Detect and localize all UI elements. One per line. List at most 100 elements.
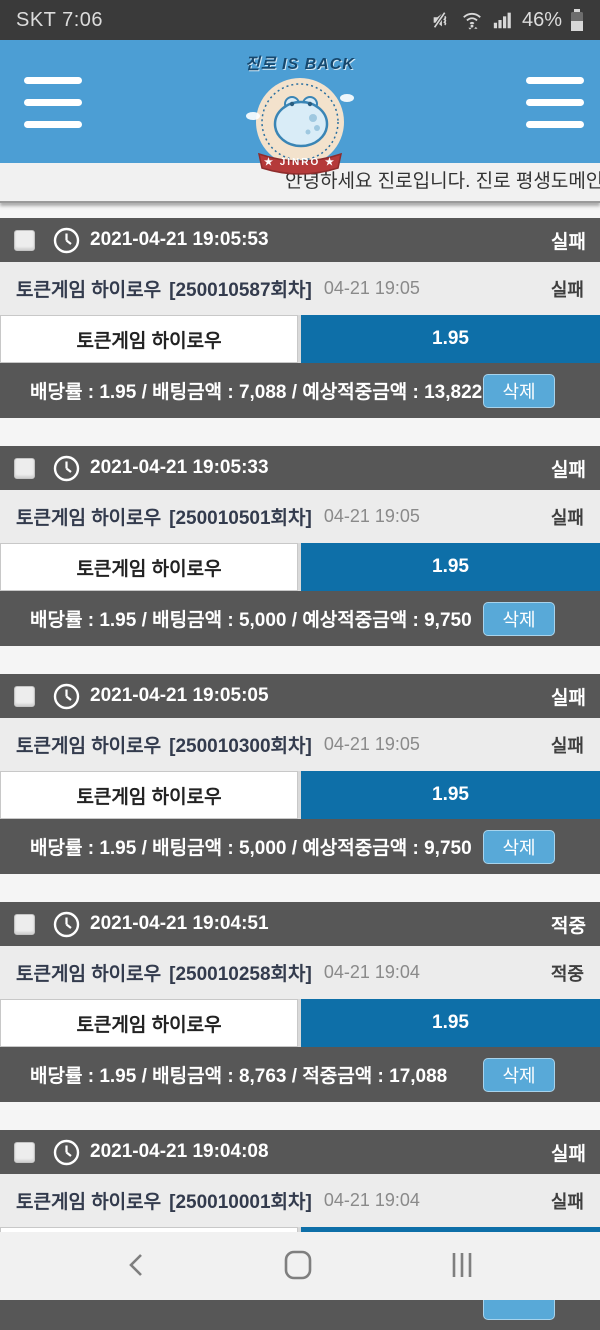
bet-card: 2021-04-21 19:05:05 실패 토큰게임 하이로우 [250010…	[0, 674, 600, 874]
android-nav-bar	[0, 1232, 600, 1300]
bet-card-footer: 배당률 : 1.95 / 배팅금액 : 7,088 / 예상적중금액 : 13,…	[0, 363, 600, 418]
bet-card-header: 2021-04-21 19:05:33 실패	[0, 446, 600, 490]
game-result: 적중	[550, 963, 584, 984]
menu-button-left[interactable]	[24, 77, 82, 128]
signal-icon	[493, 12, 511, 29]
game-name: 토큰게임 하이로우	[16, 508, 162, 529]
clock-icon	[53, 911, 80, 937]
frog-emblem-icon: ★ JINRO ★	[246, 78, 354, 175]
game-row: 토큰게임 하이로우 [250010300회차] 04-21 19:05 실패	[0, 718, 600, 771]
bet-card: 2021-04-21 19:04:51 적중 토큰게임 하이로우 [250010…	[0, 902, 600, 1102]
game-name: 토큰게임 하이로우	[16, 964, 162, 985]
game-round: [250010300회차]	[169, 736, 312, 757]
bet-card: 2021-04-21 19:05:53 실패 토큰게임 하이로우 [250010…	[0, 218, 600, 418]
recents-button[interactable]	[445, 1247, 479, 1286]
pick-name: 토큰게임 하이로우	[0, 315, 298, 363]
bet-card-header: 2021-04-21 19:04:08 실패	[0, 1130, 600, 1174]
clock-icon	[53, 1139, 80, 1165]
game-time: 04-21 19:05	[323, 734, 420, 754]
bet-card-header: 2021-04-21 19:05:53 실패	[0, 218, 600, 262]
bet-summary: 배당률 : 1.95 / 배팅금액 : 8,763 / 적중금액 : 17,08…	[30, 1066, 448, 1087]
bet-card: 2021-04-21 19:05:33 실패 토큰게임 하이로우 [250010…	[0, 446, 600, 646]
game-time: 04-21 19:05	[323, 506, 420, 526]
bet-status-badge: 적중	[551, 915, 586, 937]
hamburger-icon	[24, 77, 82, 84]
bet-datetime: 2021-04-21 19:05:53	[90, 229, 269, 250]
menu-button-right[interactable]	[526, 77, 584, 128]
pick-name: 토큰게임 하이로우	[0, 999, 298, 1047]
game-round: [250010587회차]	[169, 280, 312, 301]
hamburger-icon	[526, 77, 584, 84]
back-icon	[129, 1253, 142, 1276]
game-time: 04-21 19:05	[323, 278, 420, 298]
pick-row: 토큰게임 하이로우 1.95	[0, 315, 600, 363]
status-icons: 46%	[430, 8, 584, 32]
game-name: 토큰게임 하이로우	[16, 280, 162, 301]
game-row: 토큰게임 하이로우 [250010258회차] 04-21 19:04 적중	[0, 946, 600, 999]
bet-datetime: 2021-04-21 19:04:51	[90, 913, 269, 934]
clock-icon	[53, 455, 80, 481]
bet-datetime: 2021-04-21 19:05:05	[90, 685, 269, 706]
home-button[interactable]	[279, 1245, 317, 1288]
select-checkbox[interactable]	[14, 229, 35, 251]
pick-name: 토큰게임 하이로우	[0, 543, 298, 591]
game-name: 토큰게임 하이로우	[16, 1192, 162, 1213]
battery-icon	[571, 9, 583, 31]
delete-button[interactable]: 삭제	[483, 829, 555, 864]
pick-odds: 1.95	[301, 315, 600, 363]
game-name: 토큰게임 하이로우	[16, 736, 162, 757]
pick-row: 토큰게임 하이로우 1.95	[0, 771, 600, 819]
brand-logo: 진로 IS BACK ★ JINRO ★	[225, 50, 375, 181]
pick-odds: 1.95	[301, 771, 600, 819]
delete-button[interactable]: 삭제	[483, 1057, 555, 1092]
game-row: 토큰게임 하이로우 [250010001회차] 04-21 19:04 실패	[0, 1174, 600, 1227]
bet-status-badge: 실패	[551, 459, 586, 481]
game-result: 실패	[550, 735, 584, 756]
game-time: 04-21 19:04	[323, 1190, 420, 1210]
ribbon-text: ★ JINRO ★	[264, 157, 336, 168]
bet-datetime: 2021-04-21 19:04:08	[90, 1141, 269, 1162]
bet-card-header: 2021-04-21 19:05:05 실패	[0, 674, 600, 718]
game-time: 04-21 19:04	[323, 962, 420, 982]
game-round: [250010258회차]	[169, 964, 312, 985]
pick-odds: 1.95	[301, 999, 600, 1047]
bet-card-header: 2021-04-21 19:04:51 적중	[0, 902, 600, 946]
bet-summary: 배당률 : 1.95 / 배팅금액 : 5,000 / 예상적중금액 : 9,7…	[30, 610, 472, 631]
recents-icon	[452, 1252, 472, 1277]
home-icon	[284, 1250, 312, 1279]
select-checkbox[interactable]	[14, 685, 35, 707]
notice-text: 안녕하세요 진로입니다. 진로 평생도메인은	[285, 171, 600, 192]
bet-card-footer: 배당률 : 1.95 / 배팅금액 : 5,000 / 예상적중금액 : 9,7…	[0, 591, 600, 646]
game-round: [250010001회차]	[169, 1192, 312, 1213]
game-result: 실패	[550, 1191, 584, 1212]
game-result: 실패	[550, 279, 584, 300]
app-header: 진로 IS BACK ★ JINRO ★	[0, 40, 600, 175]
bet-datetime: 2021-04-21 19:05:33	[90, 457, 269, 478]
pick-odds: 1.95	[301, 543, 600, 591]
mute-icon	[433, 11, 447, 29]
game-row: 토큰게임 하이로우 [250010501회차] 04-21 19:05 실패	[0, 490, 600, 543]
bet-summary: 배당률 : 1.95 / 배팅금액 : 5,000 / 예상적중금액 : 9,7…	[30, 838, 472, 859]
wifi-icon	[463, 12, 481, 30]
bet-status-badge: 실패	[551, 1143, 586, 1165]
select-checkbox[interactable]	[14, 457, 35, 479]
brand-tagline: 진로 IS BACK	[245, 56, 355, 73]
delete-button[interactable]: 삭제	[483, 373, 555, 408]
bet-summary: 배당률 : 1.95 / 배팅금액 : 7,088 / 예상적중금액 : 13,…	[30, 382, 483, 403]
select-checkbox[interactable]	[14, 913, 35, 935]
carrier-time-label: SKT 7:06	[16, 8, 104, 31]
game-round: [250010501회차]	[169, 508, 312, 529]
status-bar: SKT 7:06 46%	[0, 0, 600, 40]
game-row: 토큰게임 하이로우 [250010587회차] 04-21 19:05 실패	[0, 262, 600, 315]
pick-row: 토큰게임 하이로우 1.95	[0, 543, 600, 591]
clock-icon	[53, 227, 80, 253]
clock-icon	[53, 683, 80, 709]
pick-row: 토큰게임 하이로우 1.95	[0, 999, 600, 1047]
back-button[interactable]	[121, 1247, 151, 1286]
bet-card-footer: 배당률 : 1.95 / 배팅금액 : 8,763 / 적중금액 : 17,08…	[0, 1047, 600, 1102]
select-checkbox[interactable]	[14, 1141, 35, 1163]
bet-card: 2021-04-21 19:04:08 실패 토큰게임 하이로우 [250010…	[0, 1130, 600, 1330]
bet-card-footer: 배당률 : 1.95 / 배팅금액 : 5,000 / 예상적중금액 : 9,7…	[0, 819, 600, 874]
delete-button[interactable]: 삭제	[483, 601, 555, 636]
game-result: 실패	[550, 507, 584, 528]
